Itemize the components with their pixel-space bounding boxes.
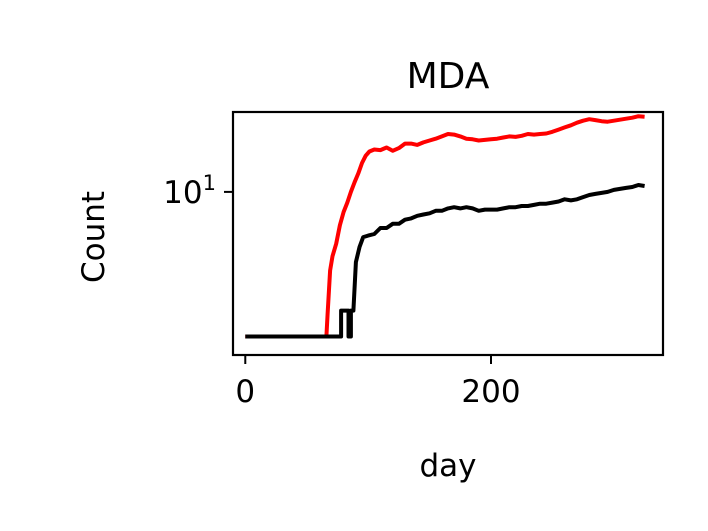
x-tick-label: 0	[235, 374, 255, 410]
y-tick-label-exponent: 1	[203, 171, 216, 195]
series-line-1	[245, 114, 645, 339]
y-axis-label: Count	[76, 191, 112, 283]
y-tick-label: 101	[163, 171, 216, 211]
x-tick-label: 200	[461, 374, 520, 410]
x-axis-label: day	[419, 448, 476, 484]
plot-frame	[231, 110, 665, 357]
axis-ticks: 0 200 101	[163, 171, 520, 410]
series-line-2	[245, 183, 645, 339]
y-tick-label-base: 10	[163, 175, 202, 211]
plot-area	[245, 114, 645, 339]
chart-title: MDA	[407, 56, 490, 97]
